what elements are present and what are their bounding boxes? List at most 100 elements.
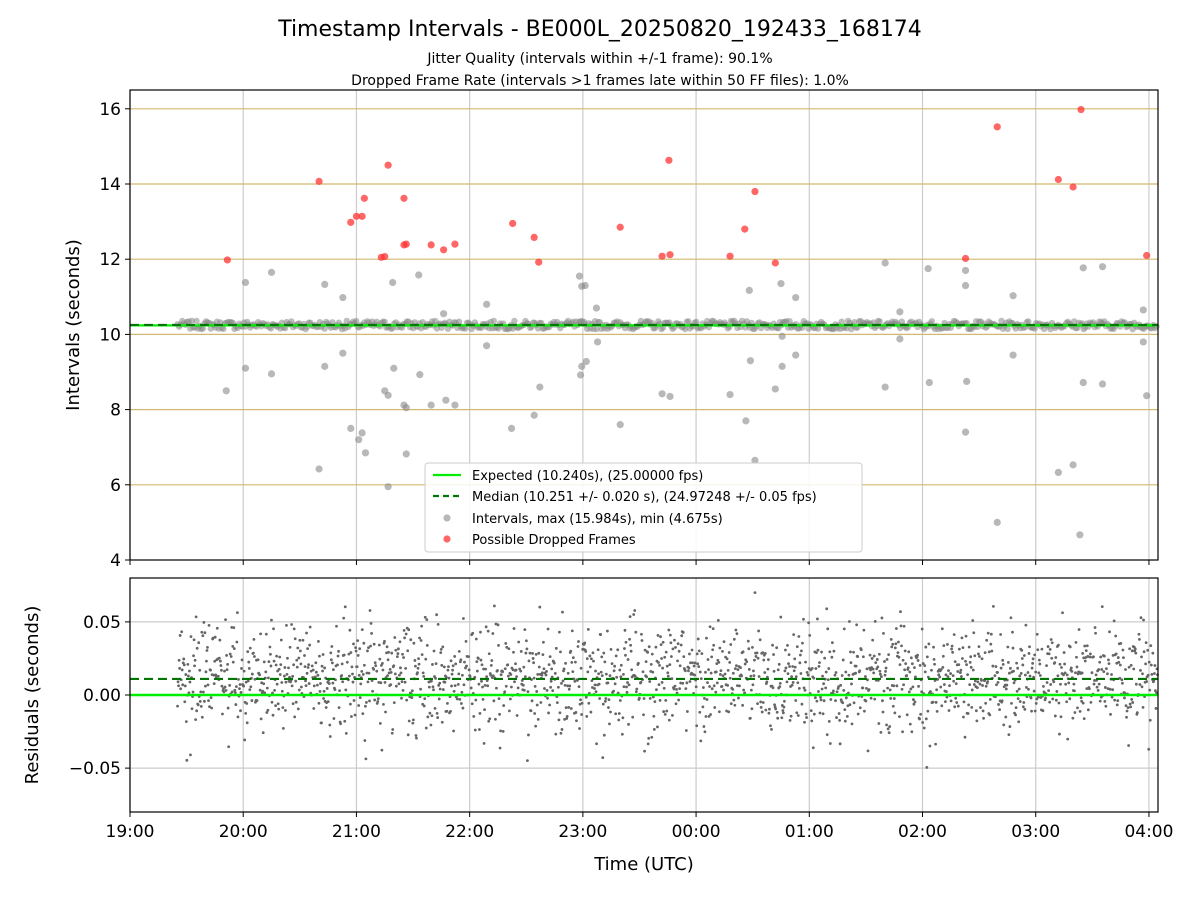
residual-point (656, 634, 660, 637)
residual-point (1010, 701, 1013, 705)
residual-point (1036, 695, 1040, 699)
residual-point (188, 680, 192, 684)
residual-point (994, 665, 998, 668)
residual-point (1117, 660, 1121, 664)
residual-point (273, 689, 276, 692)
residual-point (494, 717, 497, 721)
residual-point (954, 682, 958, 686)
residual-point (193, 664, 196, 668)
residual-point (575, 719, 578, 723)
dropped-frame-point (352, 212, 361, 220)
residual-point (679, 681, 683, 685)
residual-point (763, 671, 767, 674)
residual-point (848, 620, 851, 623)
residual-point (874, 661, 878, 665)
residual-point (767, 711, 771, 715)
residual-point (297, 688, 301, 692)
legend: Expected (10.240s), (25.00000 fps)Median… (424, 462, 863, 553)
residual-point (531, 651, 534, 655)
residual-point (557, 718, 561, 722)
residual-point (429, 723, 433, 727)
residual-point (1129, 705, 1133, 709)
residual-point (984, 701, 988, 705)
interval-point (315, 465, 323, 473)
residual-point (804, 712, 808, 716)
residual-point (1006, 661, 1010, 664)
residual-point (438, 687, 442, 691)
residual-point (403, 680, 407, 684)
residual-point (606, 629, 609, 633)
residual-point (600, 674, 604, 678)
residual-point (676, 659, 679, 663)
residual-point (952, 679, 956, 683)
residual-point (1077, 628, 1081, 631)
residual-point (207, 699, 210, 703)
residual-point (624, 640, 628, 644)
residual-point (758, 638, 762, 642)
residual-point (983, 651, 987, 655)
residual-point (763, 651, 767, 655)
residual-point (809, 709, 813, 713)
residual-point (939, 685, 943, 689)
residual-point (918, 663, 922, 667)
residual-point (240, 658, 244, 662)
residual-point (1040, 647, 1044, 651)
residual-point (400, 696, 403, 700)
residual-point (715, 662, 719, 666)
residual-point (861, 686, 865, 690)
residual-point (496, 669, 499, 672)
residual-point (586, 628, 590, 631)
residual-point (522, 688, 526, 692)
residual-point (1114, 652, 1118, 656)
residual-point (347, 652, 351, 656)
residual-point (987, 650, 991, 654)
residual-point (881, 710, 885, 714)
residual-point (935, 688, 939, 692)
residual-point (488, 717, 492, 721)
residual-point (539, 701, 543, 704)
residual-point (566, 684, 570, 688)
residual-point (274, 663, 278, 667)
interval-point (339, 349, 347, 357)
residual-point (1054, 656, 1058, 659)
residual-point (537, 665, 541, 669)
residual-point (1012, 669, 1015, 673)
residual-point (1133, 647, 1137, 651)
residual-point (1144, 662, 1148, 666)
residual-point (184, 720, 188, 724)
residual-point (424, 726, 428, 730)
dropped-frame-point (427, 241, 435, 249)
residual-point (284, 680, 288, 684)
residual-point (610, 662, 614, 665)
residual-point (1116, 699, 1120, 703)
residual-point (1035, 632, 1039, 636)
residual-point (550, 675, 554, 679)
residual-point (805, 670, 809, 674)
residual-point (1031, 657, 1035, 661)
residual-point (182, 657, 186, 661)
residual-point (1032, 689, 1036, 693)
residual-point (828, 742, 832, 745)
residual-point (569, 707, 573, 710)
residual-point (454, 662, 458, 666)
residual-point (751, 645, 754, 649)
residual-point (705, 698, 709, 701)
residual-point (1035, 697, 1039, 701)
interval-point (592, 304, 601, 312)
residual-point (419, 639, 423, 642)
residual-point (662, 686, 666, 690)
residual-point (1073, 711, 1077, 714)
residual-point (306, 647, 309, 651)
residual-point (709, 671, 713, 675)
residual-point (978, 655, 981, 658)
residual-point (1017, 687, 1021, 691)
residual-point (531, 657, 535, 660)
residual-point (945, 695, 949, 699)
residual-point (367, 646, 370, 649)
residual-point (354, 649, 358, 653)
residual-point (613, 682, 617, 686)
residual-point (474, 698, 478, 702)
residual-point (993, 674, 997, 678)
residual-point (184, 673, 188, 676)
residual-point (341, 680, 345, 684)
